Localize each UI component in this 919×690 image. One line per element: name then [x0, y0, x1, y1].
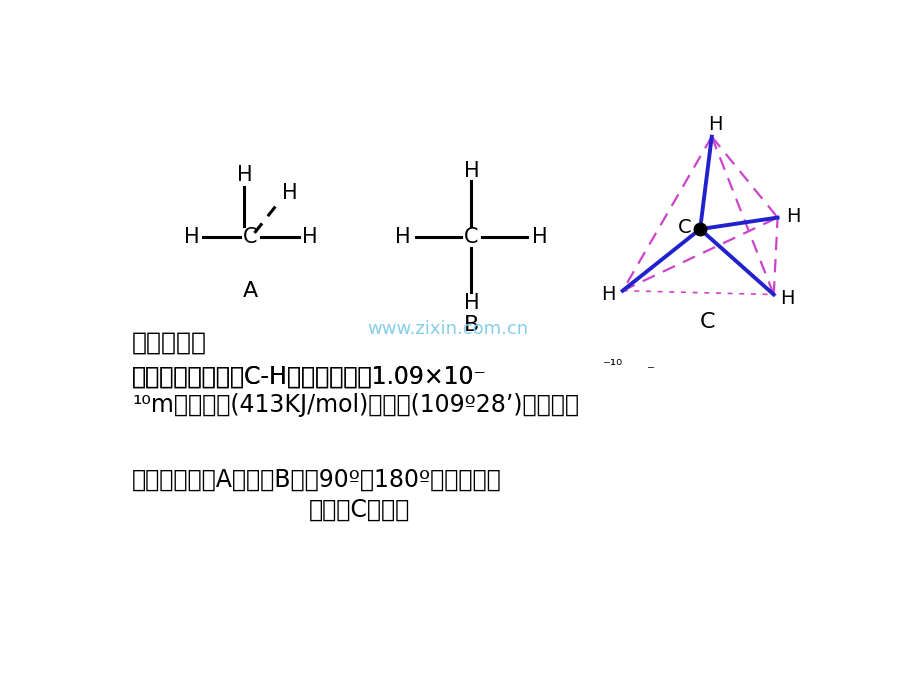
Text: H: H: [785, 206, 800, 226]
Text: H: H: [531, 227, 547, 247]
Text: C: C: [699, 311, 715, 331]
Text: H: H: [463, 293, 479, 313]
Text: H: H: [463, 161, 479, 181]
Text: ¹⁰m）、键能(413KJ/mol)、键角(109º28’)都相等。: ¹⁰m）、键能(413KJ/mol)、键角(109º28’)都相等。: [132, 393, 578, 417]
Text: 只有（C）符合: 只有（C）符合: [309, 498, 410, 522]
Text: H: H: [301, 227, 317, 247]
Text: 实验数据：: 实验数据：: [132, 331, 207, 355]
Text: C: C: [464, 227, 478, 247]
Text: C: C: [677, 218, 691, 237]
Text: www.zixin.com.cn: www.zixin.com.cn: [368, 320, 528, 338]
Text: A: A: [243, 281, 258, 301]
Text: C: C: [244, 227, 257, 247]
Text: B: B: [463, 315, 479, 335]
Text: H: H: [281, 183, 297, 203]
Text: H: H: [708, 115, 722, 134]
Text: 甲烷分子中有四个C-H键，且键长（1.09×10: 甲烷分子中有四个C-H键，且键长（1.09×10: [132, 365, 474, 389]
Text: H: H: [779, 289, 794, 308]
Text: 甲烷分子中有四个C-H键，且键长（1.09×10⁻: 甲烷分子中有四个C-H键，且键长（1.09×10⁻: [132, 365, 486, 389]
Text: H: H: [395, 227, 411, 247]
Text: H: H: [236, 165, 252, 185]
Text: H: H: [184, 227, 199, 247]
Text: ⁻: ⁻: [646, 363, 654, 378]
Text: H: H: [601, 285, 615, 304]
Text: 从键角看：（A）、（B）有90º和180º两种键角，: 从键角看：（A）、（B）有90º和180º两种键角，: [132, 467, 501, 491]
Text: ⁻¹⁰: ⁻¹⁰: [603, 358, 623, 373]
